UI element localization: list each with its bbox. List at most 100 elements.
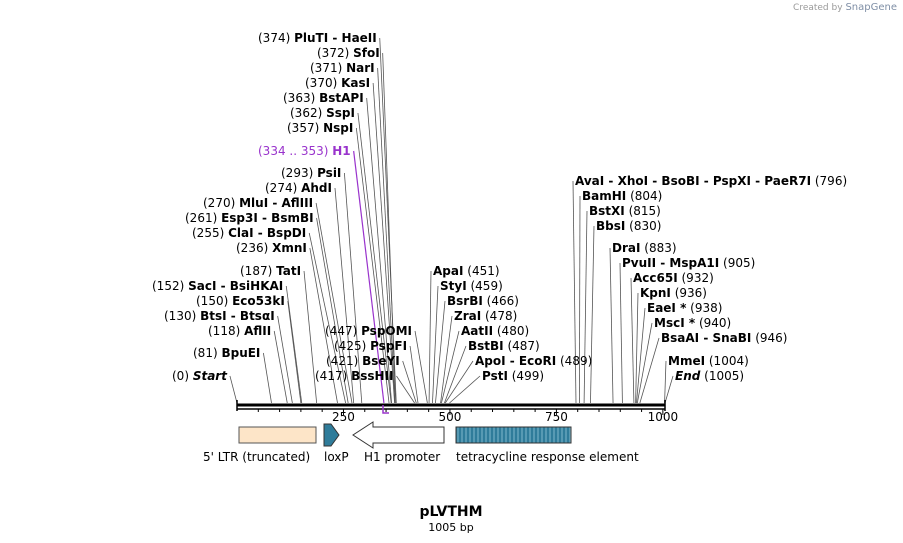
site-enzyme: BtsI - BtsαI (200, 309, 275, 323)
site-enzyme: SspI (326, 106, 355, 120)
site-enzyme: PspFI (370, 339, 407, 353)
site-position: (334 .. 353) (258, 144, 332, 158)
site-leader-line (449, 375, 481, 404)
site-enzyme: StyI (440, 279, 467, 293)
site-enzyme: End (675, 369, 701, 383)
site-position: (425) (334, 339, 370, 353)
site-leader-line (636, 307, 646, 404)
site-label: (150) Eco53kI (196, 294, 285, 308)
feature-label: loxP (324, 450, 349, 464)
site-position: (936) (671, 286, 707, 300)
site-enzyme: MluI - AflIII (239, 196, 313, 210)
site-position: (938) (686, 301, 722, 315)
site-enzyme: DraI (612, 241, 640, 255)
site-enzyme: BsaAI - SnaBI (661, 331, 751, 345)
site-leader-line (309, 247, 338, 404)
site-enzyme: BsrBI (447, 294, 483, 308)
site-enzyme: BstXI (589, 204, 625, 218)
site-enzyme: PspOMI (361, 324, 412, 338)
site-position: (478) (481, 309, 517, 323)
site-enzyme: BssHII (351, 369, 393, 383)
site-position: (480) (493, 324, 529, 338)
site-leader-line (382, 52, 396, 404)
site-position: (1004) (705, 354, 749, 368)
site-enzyme: AflII (244, 324, 271, 338)
plasmid-length: 1005 bp (428, 521, 473, 534)
site-enzyme: Acc65I (633, 271, 678, 285)
site-position: (362) (290, 106, 326, 120)
site-enzyme: BbsI (596, 219, 625, 233)
site-position: (152) (152, 279, 188, 293)
site-label: (372) SfoI (317, 46, 380, 60)
site-leader-line (639, 337, 660, 404)
site-label: (293) PsiI (281, 166, 341, 180)
site-label: DraI (883) (612, 241, 677, 255)
site-position: (372) (317, 46, 353, 60)
site-enzyme: ClaI - BspDI (228, 226, 306, 240)
site-enzyme: KasI (341, 76, 370, 90)
site-position: (374) (258, 31, 294, 45)
features: 5' LTR (truncated) loxP H1 promoter tetr… (203, 421, 639, 464)
site-enzyme: TatI (276, 264, 301, 278)
site-position: (274) (265, 181, 301, 195)
scale-tick-label: 250 (332, 410, 355, 424)
site-label: BstBI (487) (468, 339, 540, 353)
site-position: (255) (192, 226, 228, 240)
site-leader-line (372, 82, 395, 404)
site-position: (118) (208, 324, 244, 338)
site-label: (0) Start (172, 369, 228, 383)
site-label: BsaAI - SnaBI (946) (661, 331, 787, 345)
site-leader-line (441, 330, 460, 404)
site-label: (118) AflII (208, 324, 271, 338)
site-label: BsrBI (466) (447, 294, 519, 308)
site-enzyme: XmnI (272, 241, 307, 255)
site-position: (293) (281, 166, 317, 180)
site-label: Acc65I (932) (633, 271, 714, 285)
site-leader-line (409, 345, 419, 404)
snapgene-watermark: Created by SnapGene (793, 2, 897, 13)
site-labels: (374) PluTI - HaeII(372) SfoI(371) NarI(… (152, 31, 847, 383)
site-label: (417) BssHII (315, 369, 394, 383)
scale-ticks: 250 500 750 1000 (257, 409, 678, 424)
site-leader-line (366, 97, 392, 404)
site-position: (796) (811, 174, 847, 188)
snapgene-logo: SnapGene (845, 2, 897, 13)
site-enzyme: AatII (461, 324, 493, 338)
site-position: (270) (203, 196, 239, 210)
site-label: AatII (480) (461, 324, 529, 338)
site-leader-line (444, 345, 467, 404)
site-position: (499) (508, 369, 544, 383)
site-leader-line (664, 360, 667, 404)
site-leader-line (636, 322, 653, 404)
site-leader-line (316, 217, 349, 404)
site-label: (187) TatI (240, 264, 301, 278)
site-enzyme: SfoI (353, 46, 380, 60)
site-label: (421) BseYI (326, 354, 400, 368)
site-position: (0) (172, 369, 193, 383)
site-enzyme: MscI * (654, 316, 696, 330)
site-position: (830) (625, 219, 661, 233)
site-leader-line (414, 330, 428, 404)
site-enzyme: AvaI - XhoI - BsoBI - PspXI - PaeR7I (575, 174, 811, 188)
site-enzyme: BstBI (468, 339, 504, 353)
site-position: (357) (287, 121, 323, 135)
site-leader-line (334, 187, 355, 404)
site-leader-line (263, 352, 272, 404)
site-label: MscI * (940) (654, 316, 731, 330)
site-leader-line (444, 360, 474, 404)
site-leader-line (344, 172, 363, 404)
feature-loxp (323, 423, 340, 447)
site-label: (152) SacI - BsiHKAI (152, 279, 283, 293)
site-position: (421) (326, 354, 362, 368)
site-label: (425) PspFI (334, 339, 407, 353)
site-label: StyI (459) (440, 279, 503, 293)
site-position: (459) (467, 279, 503, 293)
site-enzyme: SacI - BsiHKAI (188, 279, 283, 293)
site-enzyme: Start (193, 369, 228, 383)
site-label: (371) NarI (310, 61, 375, 75)
site-position: (940) (695, 316, 731, 330)
site-enzyme: KpnI (640, 286, 671, 300)
site-label: (334 .. 353) H1 (258, 144, 351, 158)
site-leader-line (664, 375, 674, 404)
site-label: (363) BstAPI (283, 91, 364, 105)
